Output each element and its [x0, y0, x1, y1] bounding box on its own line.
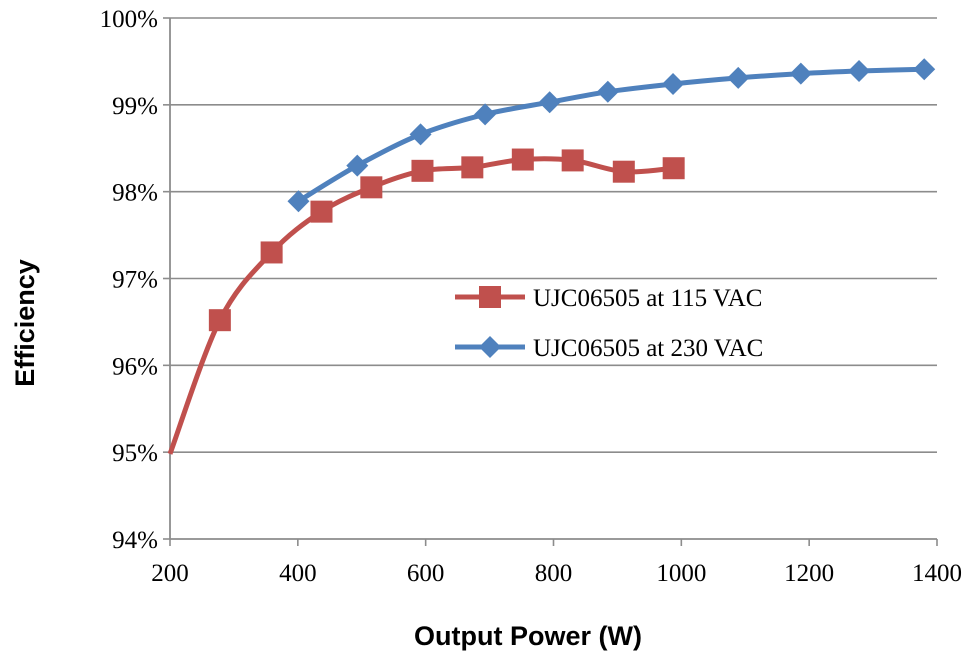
- y-tick-label: 94%: [112, 527, 158, 554]
- data-point-230vac: [662, 72, 685, 95]
- legend-marker-230vac: [479, 336, 501, 358]
- x-axis-title: Output Power (W): [414, 621, 642, 651]
- legend-label-230vac: UJC06505 at 230 VAC: [533, 335, 763, 362]
- data-point-115vac: [612, 160, 635, 183]
- data-point-230vac: [474, 103, 497, 126]
- legend: UJC06505 at 115 VAC UJC06505 at 230 VAC: [455, 285, 763, 362]
- data-point-115vac: [208, 309, 231, 332]
- data-point-230vac: [596, 80, 619, 103]
- x-tick-label: 1200: [784, 560, 834, 587]
- x-tick-label: 1000: [656, 560, 706, 587]
- data-point-230vac: [409, 123, 432, 146]
- y-tick-label: 99%: [112, 93, 158, 120]
- data-point-115vac: [360, 176, 383, 199]
- y-tick-label: 98%: [112, 180, 158, 207]
- y-tick-label: 100%: [100, 6, 158, 33]
- data-point-115vac: [511, 148, 534, 171]
- data-point-230vac: [913, 58, 936, 81]
- data-point-230vac: [789, 62, 812, 85]
- data-point-115vac: [461, 156, 484, 179]
- x-tick-label: 600: [407, 560, 445, 587]
- x-tick-label: 200: [151, 560, 189, 587]
- data-point-115vac: [260, 241, 283, 264]
- data-point-230vac: [727, 66, 750, 89]
- data-point-115vac: [561, 149, 584, 172]
- y-axis-title: Efficiency: [10, 259, 40, 387]
- x-tick-label: 800: [535, 560, 573, 587]
- tick-labels: 94% 95% 96% 97% 98% 99% 100% 200 400 600 800 1000 12…: [100, 6, 962, 587]
- data-point-115vac: [662, 157, 685, 180]
- gridlines: [170, 17, 937, 453]
- data-point-230vac: [346, 154, 369, 177]
- y-tick-label: 97%: [112, 267, 158, 294]
- data-point-115vac: [411, 159, 434, 182]
- legend-label-115vac: UJC06505 at 115 VAC: [533, 285, 762, 312]
- plot-area: [167, 58, 936, 455]
- y-tick-label: 96%: [112, 353, 158, 380]
- x-tick-label: 400: [279, 560, 317, 587]
- x-tick-label: 1400: [912, 560, 962, 587]
- data-point-230vac: [538, 91, 561, 114]
- y-tick-label: 95%: [112, 440, 158, 467]
- legend-marker-115vac: [479, 286, 501, 308]
- data-point-230vac: [848, 59, 871, 82]
- data-point-230vac: [287, 190, 310, 213]
- data-point-115vac: [310, 200, 333, 223]
